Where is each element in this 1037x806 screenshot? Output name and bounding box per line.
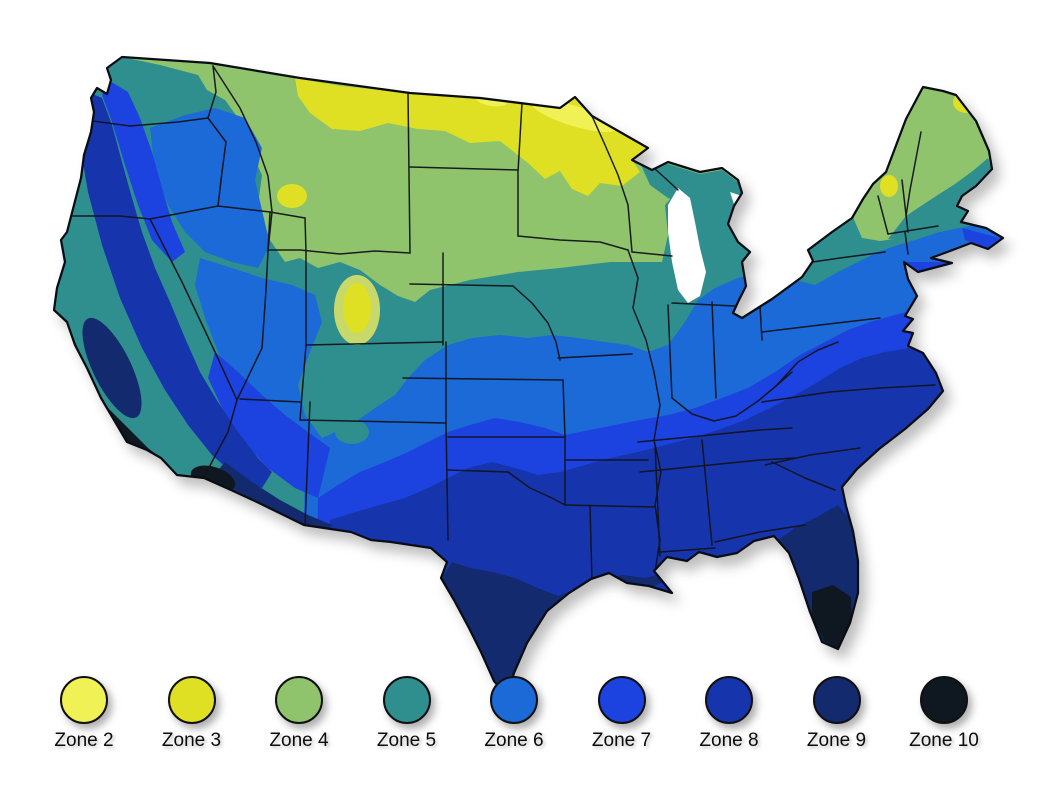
zone-8-swatch — [705, 676, 753, 724]
zone-10-swatch — [920, 676, 968, 724]
zone-9-circle — [812, 676, 861, 724]
legend-label-zone-10: Zone 10 — [909, 730, 979, 751]
zone-6-northwest-interior-region — [150, 108, 270, 268]
zone-5-circle — [382, 676, 431, 724]
zone-10-south-florida-region — [812, 585, 852, 649]
zone-8-circle — [705, 676, 753, 724]
zone-5-upper-michigan-region — [640, 163, 742, 213]
legend-item-zone-7: Zone 7 — [586, 674, 658, 752]
lake-huron-notch — [730, 192, 760, 230]
zone-3-adirondack-spot — [880, 175, 898, 197]
zone-9-central-valley-region — [82, 317, 142, 419]
zone-7-circle — [597, 676, 646, 724]
map-land-group — [52, 55, 1005, 698]
zone-6-circle — [490, 676, 538, 724]
legend-label-zone-5: Zone 5 — [376, 730, 437, 751]
legend-item-zone-3: Zone 3 — [156, 674, 228, 752]
zone-4-new-england-region — [848, 87, 992, 241]
legend-item-zone-4: Zone 4 — [263, 674, 335, 752]
legend-label-zone-6: Zone 6 — [484, 730, 544, 751]
legend: Zone 2 Zone 3 Zone 4 Zone 5 Zone 6 — [48, 674, 980, 752]
zone-2-swatch — [60, 676, 108, 724]
legend-label-zone-4: Zone 4 — [269, 730, 329, 751]
legend-label-zone-7: Zone 7 — [591, 730, 652, 751]
zone-8-pacific-coast-band — [80, 92, 272, 488]
zone-2-circle — [60, 676, 108, 724]
zone-3-yellowstone-spot — [343, 283, 371, 333]
zone-6-swatch — [490, 676, 538, 724]
zone-5-new-mexico-spot — [335, 420, 369, 444]
legend-item-zone-8: Zone 8 — [693, 674, 765, 752]
zone-4-swatch — [275, 676, 323, 724]
legend-label-zone-2: Zone 2 — [54, 730, 114, 751]
lake-michigan — [668, 188, 706, 303]
zone-7-swatch — [597, 676, 646, 724]
legend-label-zone-3: Zone 3 — [161, 730, 222, 751]
legend-item-zone-10: Zone 10 — [908, 674, 980, 752]
legend-item-zone-6: Zone 6 — [478, 674, 550, 752]
zone-10-circle — [920, 676, 968, 724]
us-outline-stroke — [52, 55, 1005, 698]
zone-7-southwest-region — [208, 352, 330, 498]
legend-item-zone-9: Zone 9 — [801, 674, 873, 752]
zone-5-swatch — [382, 676, 431, 724]
state-borders — [60, 65, 939, 583]
legend-label-zone-8: Zone 8 — [699, 730, 759, 751]
zone-layers — [60, 57, 1003, 696]
legend-item-zone-5: Zone 5 — [371, 674, 443, 752]
legend-item-zone-2: Zone 2 — [48, 674, 120, 752]
zone-5-maine-coast-region — [888, 158, 992, 240]
zone-7-cape-cod-sliver — [962, 228, 1000, 248]
zone-3-idaho-montana-spot — [277, 184, 307, 208]
zone-9-swatch — [812, 676, 861, 724]
legend-label-zone-9: Zone 9 — [806, 730, 867, 751]
zone-4-circle — [275, 676, 323, 724]
zone-9-southern-arizona-strip — [213, 462, 332, 540]
zone-3-swatch — [167, 676, 216, 724]
zone-3-circle — [167, 676, 216, 724]
